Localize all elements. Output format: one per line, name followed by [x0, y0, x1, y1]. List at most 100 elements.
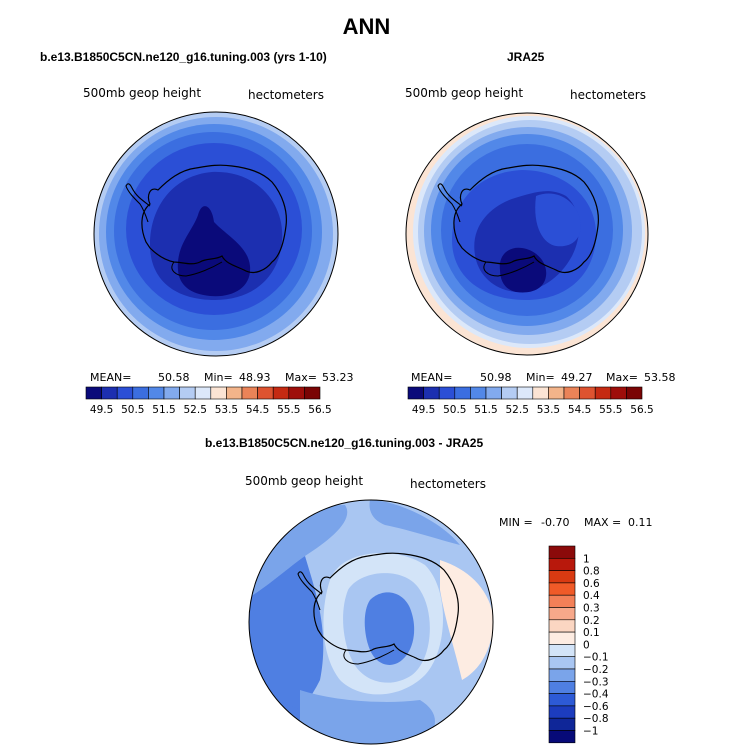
panel2-colorbar-box [470, 386, 487, 400]
panel1-map [94, 112, 338, 356]
panel1-colorbar-box [116, 386, 134, 400]
panel1-colorbar-tick: 51.5 [152, 404, 175, 416]
panel1-mean-label: MEAN= [90, 371, 132, 384]
panel2-colorbar-box [407, 386, 424, 400]
panel1-colorbar-box [257, 386, 274, 400]
panel3-ross-coast [343, 649, 395, 665]
panel1-units-label: hectometers [248, 88, 324, 102]
panel3-variable-label: 500mb geop height [245, 474, 364, 488]
panel3-colorbar-box [548, 705, 576, 719]
panel1-colorbar-tick: 54.5 [246, 404, 269, 416]
panel2-colorbar-tick: 55.5 [599, 404, 622, 416]
panel1-colorbar-box [210, 386, 227, 400]
panel1-colorbar-box [132, 386, 149, 400]
panel2-mid-ridge [535, 193, 581, 247]
panel3-colorbar-box [548, 607, 576, 621]
panel3-max-label: MAX = [584, 516, 622, 529]
panel2-min-value: 49.27 [561, 371, 593, 384]
panel1-min-value: 48.93 [239, 371, 271, 384]
panel2-colorbar-tick: 56.5 [630, 404, 653, 416]
panel3-colorbar-tick: −0.2 [583, 664, 609, 676]
panel2-variable-label: 500mb geop height [405, 86, 524, 100]
panel1-colorbar-tick: 56.5 [308, 404, 331, 416]
panel1-colorbar: 49.5 50.5 51.5 52.5 53.5 54.5 55.5 56.5 [85, 386, 332, 416]
panel3-max-value: 0.11 [628, 516, 653, 529]
panel2-colorbar-box [594, 386, 612, 400]
panel2-colorbar-box [532, 386, 549, 400]
panel1-colorbar-tick: 52.5 [184, 404, 207, 416]
panel2-min-label: Min= [526, 371, 555, 384]
panel1-colorbar-box [304, 386, 321, 400]
panel3-colorbar-box [548, 631, 576, 645]
panel2-colorbar-box [548, 386, 565, 400]
panel3-pole-low [364, 592, 415, 665]
panel3-colorbar-tick: −0.4 [583, 689, 609, 701]
panel1-antarctica-coast [141, 164, 287, 274]
panel3-colorbar-box [548, 668, 576, 682]
panel2-colorbar-box [454, 386, 471, 400]
panel3-colorbar-box [548, 730, 576, 744]
panel1-colorbar-box [163, 386, 180, 400]
panel2-colorbar-tick: 54.5 [568, 404, 591, 416]
panel3-min-label: MIN = [499, 516, 533, 529]
panel2-colorbar-box [423, 386, 440, 400]
panel1-ross-coast [171, 261, 223, 277]
panel2-colorbar-tick: 51.5 [474, 404, 497, 416]
panel2-colorbar-box [438, 386, 456, 400]
panel3-colorbar-box [548, 693, 576, 707]
panel3-positive-east [440, 560, 493, 680]
panel2-colorbar-tick: 50.5 [443, 404, 466, 416]
panel3-colorbar-box [548, 656, 576, 670]
panel2-colorbar-box [485, 386, 502, 400]
panel3-colorbar-box [548, 619, 576, 633]
panel1-colorbar-tick: 50.5 [121, 404, 144, 416]
panel3-south-band [300, 690, 435, 744]
panel3-colorbar-tick: 0.6 [583, 578, 600, 590]
panel2-colorbar-box [579, 386, 596, 400]
panel3-colorbar-tick: −0.1 [583, 652, 609, 664]
panel1-variable-label: 500mb geop height [83, 86, 202, 100]
panel3-colorbar-tick: 0.1 [583, 627, 600, 639]
panel3-colorbar-tick: 0.3 [583, 603, 600, 615]
panel3-antarctica-coast [313, 552, 459, 662]
panel2-colorbar-tick: 53.5 [537, 404, 560, 416]
panel1-max-label: Max= [285, 371, 317, 384]
panel3-map-border [248, 499, 494, 745]
panel1-title: b.e13.B1850C5CN.ne120_g16.tuning.003 (yr… [40, 50, 327, 64]
panel3-colorbar: 10.80.60.40.30.20.10−0.1−0.2−0.3−0.4−0.6… [548, 545, 609, 744]
panel1-colorbar-box [148, 386, 165, 400]
panel2-colorbar-box [626, 386, 643, 400]
panel1-peninsula [125, 183, 151, 223]
panel2-colorbar-box [501, 386, 518, 400]
panel1-colorbar-tick: 49.5 [90, 404, 113, 416]
panel3-colorbar-tick: 1 [583, 553, 590, 565]
panel3-peninsula [297, 571, 323, 611]
panel1-colorbar-box [194, 386, 212, 400]
panel3-colorbar-box [548, 557, 576, 571]
panel3-units-label: hectometers [410, 477, 486, 491]
panel2-colorbar-box [610, 386, 627, 400]
panel3-min-value: -0.70 [541, 516, 570, 529]
panel3-colorbar-tick: −0.3 [583, 676, 609, 688]
panel3-lobe-top [369, 500, 460, 545]
figure-title: ANN [342, 14, 391, 39]
panel2-units-label: hectometers [570, 88, 646, 102]
panel2-ross-coast [483, 261, 535, 277]
panel2-max-value: 53.58 [644, 371, 676, 384]
panel1-colorbar-box [288, 386, 305, 400]
panel3-colorbar-tick: 0.8 [583, 566, 600, 578]
panel2-colorbar-tick: 52.5 [506, 404, 529, 416]
panel1-colorbar-box [101, 386, 118, 400]
panel1-mean-value: 50.58 [158, 371, 190, 384]
panel2-antarctica-coast [453, 164, 599, 274]
panel2-title: JRA25 [507, 50, 545, 64]
panel2-colorbar-box [563, 386, 580, 400]
panel3-colorbar-tick: −0.8 [583, 713, 609, 725]
panel1-colorbar-box [226, 386, 243, 400]
panel1-colorbar-tick: 53.5 [215, 404, 238, 416]
panel3-map [249, 500, 493, 744]
panel1-map-border [93, 111, 339, 357]
panel2-colorbar: 49.5 50.5 51.5 52.5 53.5 54.5 55.5 56.5 [407, 386, 654, 416]
panel2-mean-value: 50.98 [480, 371, 512, 384]
